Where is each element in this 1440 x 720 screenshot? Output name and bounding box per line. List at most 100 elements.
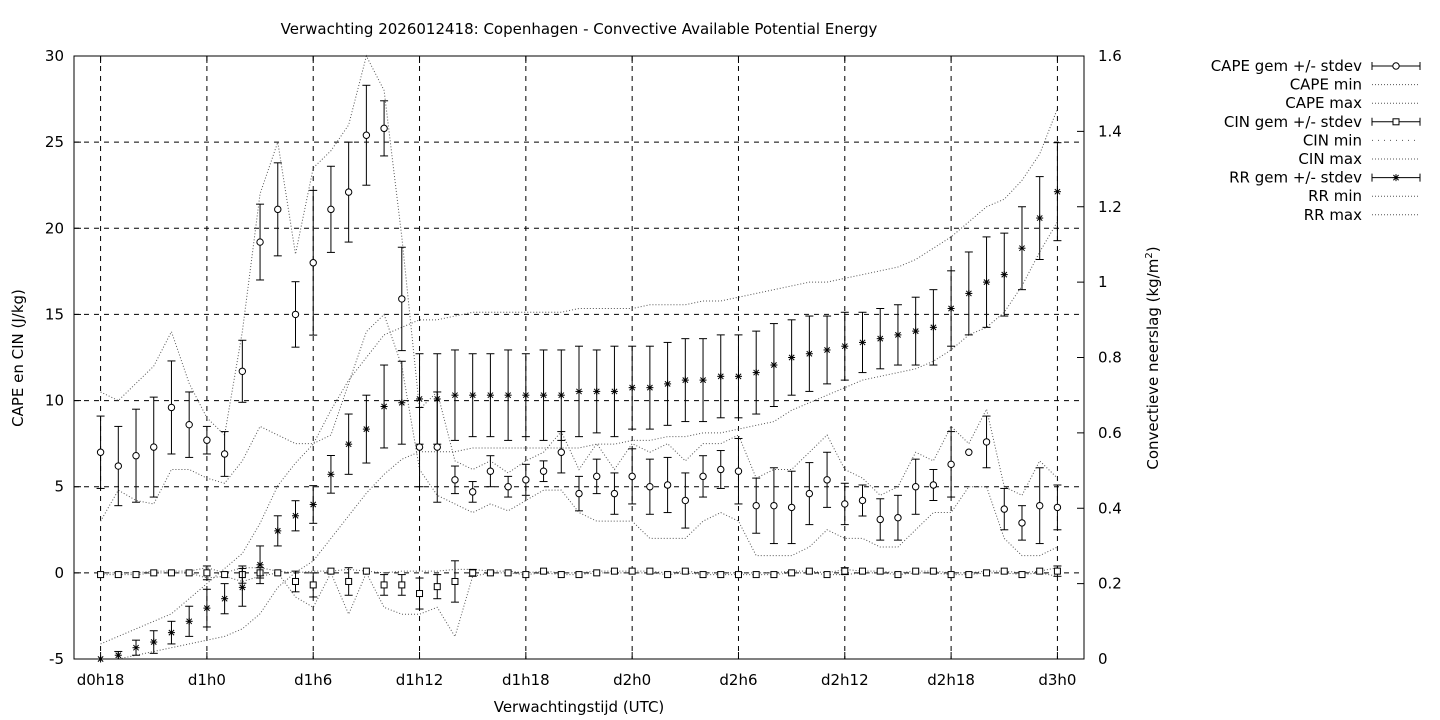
cin-point — [380, 574, 389, 596]
cin-marker — [291, 577, 299, 585]
x-tick-label: d1h12 — [396, 671, 444, 689]
cin-point — [274, 569, 282, 577]
cape-marker — [486, 467, 495, 475]
cin-marker — [912, 567, 920, 575]
rr-point — [681, 338, 690, 423]
rr-marker — [504, 391, 512, 399]
rr-point — [1017, 206, 1026, 291]
cape-marker — [628, 472, 636, 481]
rr-marker — [1000, 271, 1008, 279]
cin-marker — [469, 569, 477, 577]
cape-point — [805, 462, 814, 526]
cape-point — [149, 396, 158, 498]
cin-point — [947, 571, 955, 579]
cape-marker — [1036, 501, 1044, 510]
rr-point — [752, 330, 761, 415]
cin-marker — [575, 571, 583, 579]
rr-point — [238, 568, 247, 607]
cape-marker — [699, 472, 707, 481]
rr-marker — [575, 387, 583, 395]
rr-point — [575, 345, 583, 438]
legend-label: CIN gem +/- stdev — [1224, 113, 1362, 131]
cape-point — [947, 431, 956, 498]
rr-max-line — [100, 108, 1058, 645]
cin-marker — [433, 583, 441, 591]
rr-marker — [699, 376, 707, 384]
legend-marker — [1392, 174, 1400, 182]
cin-point — [894, 571, 902, 579]
y-left-tick-label: 30 — [45, 47, 64, 65]
rr-marker — [912, 327, 920, 335]
y-axis-right-label-end: ) — [1144, 246, 1162, 252]
rr-marker — [256, 561, 264, 569]
rr-point — [663, 341, 672, 426]
cape-point — [734, 437, 743, 505]
rr-marker — [947, 305, 955, 313]
cape-point — [645, 458, 654, 515]
cape-point — [752, 477, 761, 534]
cape-marker — [522, 476, 530, 484]
cin-point — [876, 567, 884, 575]
y-left-tick-label: -5 — [49, 650, 64, 668]
cin-point — [734, 571, 742, 579]
y-left-tick-label: 20 — [45, 219, 64, 237]
cin-marker — [504, 569, 512, 577]
cape-point — [610, 472, 619, 515]
rr-point — [557, 349, 566, 441]
legend-entry: CIN max — [1298, 150, 1420, 168]
cin-marker — [97, 571, 105, 579]
y-right-tick-label: 0.8 — [1098, 349, 1122, 367]
rr-marker — [894, 331, 902, 339]
cin-point — [486, 569, 494, 577]
rr-point — [592, 349, 601, 434]
y-left-tick-label: 15 — [45, 305, 64, 323]
cin-point — [664, 571, 672, 579]
cape-point — [876, 498, 885, 541]
cin-point — [840, 567, 849, 576]
cin-marker — [522, 571, 530, 579]
cin-marker — [805, 567, 813, 575]
cape-max-line — [100, 54, 1058, 496]
rr-marker — [469, 391, 477, 399]
rr-point — [787, 319, 796, 396]
cin-marker — [1000, 567, 1008, 575]
rr-marker — [362, 425, 370, 433]
cape-marker — [132, 452, 140, 460]
rr-marker — [486, 391, 494, 399]
cape-point — [840, 482, 849, 526]
cin-marker — [380, 581, 388, 589]
rr-marker — [664, 380, 672, 388]
rr-point — [823, 315, 832, 385]
cape-point — [96, 415, 105, 489]
cin-min-line — [100, 571, 1058, 638]
rr-marker — [734, 372, 742, 380]
cape-point — [787, 470, 796, 545]
rr-marker — [876, 335, 884, 343]
y-left-tick-label: 10 — [45, 392, 64, 410]
cin-point — [628, 567, 636, 575]
legend-label: RR min — [1308, 187, 1362, 205]
rr-marker — [238, 583, 246, 591]
cape-marker — [982, 438, 991, 446]
cape-point — [699, 455, 708, 498]
cape-point — [539, 460, 548, 483]
cape-point — [326, 165, 335, 253]
cape-marker — [256, 238, 264, 246]
rr-point — [344, 413, 353, 475]
rr-point — [982, 236, 991, 328]
rr-marker — [203, 604, 211, 612]
cape-point — [1017, 505, 1026, 541]
rr-marker — [114, 651, 122, 659]
cape-point — [504, 475, 513, 498]
rr-point — [202, 588, 211, 628]
cape-point — [982, 415, 991, 469]
rr-point — [716, 334, 725, 419]
cin-point — [344, 567, 353, 596]
cin-marker — [274, 569, 282, 577]
cin-point — [309, 572, 318, 598]
cape-marker — [894, 514, 902, 522]
cin-marker — [540, 567, 548, 575]
cin-point — [770, 571, 778, 579]
cape-point — [521, 463, 530, 496]
cin-marker — [876, 567, 884, 575]
